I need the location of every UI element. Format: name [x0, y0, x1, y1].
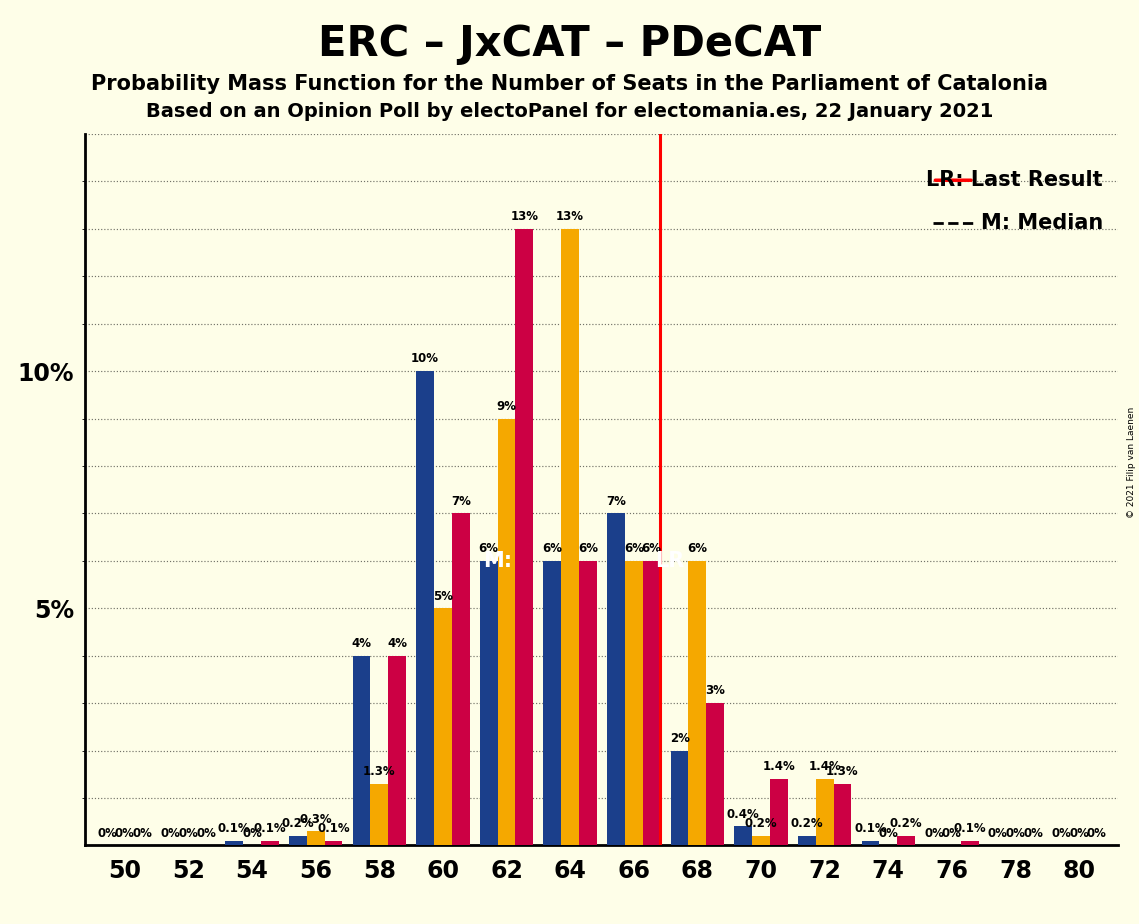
- Text: 0%: 0%: [924, 827, 944, 840]
- Text: M: Median: M: Median: [981, 213, 1103, 233]
- Text: 0%: 0%: [878, 827, 899, 840]
- Text: 6%: 6%: [641, 542, 662, 555]
- Text: 0%: 0%: [179, 827, 198, 840]
- Text: LR: LR: [655, 551, 685, 571]
- Bar: [226, 841, 244, 845]
- Text: 0%: 0%: [1006, 827, 1025, 840]
- Bar: [625, 561, 642, 845]
- Text: 0%: 0%: [1070, 827, 1089, 840]
- Text: 13%: 13%: [510, 210, 539, 224]
- Text: 13%: 13%: [556, 210, 584, 224]
- Text: 0.2%: 0.2%: [745, 818, 777, 831]
- Text: 1.4%: 1.4%: [762, 760, 795, 773]
- Bar: [261, 841, 279, 845]
- Bar: [688, 561, 706, 845]
- Bar: [579, 561, 597, 845]
- Text: 0.2%: 0.2%: [890, 818, 923, 831]
- Text: 0%: 0%: [243, 827, 262, 840]
- Bar: [452, 514, 469, 845]
- Text: 0.2%: 0.2%: [790, 818, 823, 831]
- Bar: [480, 561, 498, 845]
- Bar: [735, 826, 752, 845]
- Text: 0%: 0%: [1051, 827, 1071, 840]
- Text: Based on an Opinion Poll by electoPanel for electomania.es, 22 January 2021: Based on an Opinion Poll by electoPanel …: [146, 102, 993, 121]
- Text: 0%: 0%: [161, 827, 181, 840]
- Text: © 2021 Filip van Laenen: © 2021 Filip van Laenen: [1126, 407, 1136, 517]
- Bar: [607, 514, 625, 845]
- Text: LR: Last Result: LR: Last Result: [926, 170, 1103, 190]
- Bar: [960, 841, 978, 845]
- Bar: [325, 841, 343, 845]
- Text: 3%: 3%: [705, 685, 726, 698]
- Bar: [434, 608, 452, 845]
- Bar: [798, 836, 816, 845]
- Text: 0.1%: 0.1%: [218, 822, 251, 835]
- Text: 0.4%: 0.4%: [727, 808, 760, 821]
- Text: 0.1%: 0.1%: [317, 822, 350, 835]
- Text: 0.2%: 0.2%: [281, 818, 314, 831]
- Bar: [770, 779, 788, 845]
- Bar: [388, 656, 405, 845]
- Text: 9%: 9%: [497, 400, 517, 413]
- Text: 10%: 10%: [411, 352, 440, 366]
- Text: M:: M:: [483, 551, 513, 571]
- Text: 6%: 6%: [478, 542, 499, 555]
- Bar: [898, 836, 915, 845]
- Text: 0%: 0%: [115, 827, 134, 840]
- Text: 0%: 0%: [133, 827, 153, 840]
- Bar: [752, 836, 770, 845]
- Bar: [353, 656, 370, 845]
- Bar: [516, 229, 533, 845]
- Text: 0.1%: 0.1%: [854, 822, 887, 835]
- Text: 6%: 6%: [577, 542, 598, 555]
- Text: 0%: 0%: [1023, 827, 1043, 840]
- Bar: [543, 561, 562, 845]
- Bar: [306, 832, 325, 845]
- Text: 0%: 0%: [988, 827, 1008, 840]
- Bar: [289, 836, 306, 845]
- Bar: [416, 371, 434, 845]
- Text: 4%: 4%: [387, 637, 407, 650]
- Text: 6%: 6%: [542, 542, 563, 555]
- Text: 0%: 0%: [1087, 827, 1107, 840]
- Bar: [498, 419, 516, 845]
- Text: 0.3%: 0.3%: [300, 812, 331, 825]
- Text: 5%: 5%: [433, 590, 453, 602]
- Bar: [706, 703, 724, 845]
- Bar: [562, 229, 579, 845]
- Text: 7%: 7%: [606, 494, 626, 508]
- Text: 0.1%: 0.1%: [254, 822, 286, 835]
- Text: 7%: 7%: [451, 494, 470, 508]
- Bar: [370, 784, 388, 845]
- Bar: [861, 841, 879, 845]
- Text: 1.3%: 1.3%: [826, 765, 859, 778]
- Text: 2%: 2%: [670, 732, 689, 745]
- Text: Probability Mass Function for the Number of Seats in the Parliament of Catalonia: Probability Mass Function for the Number…: [91, 74, 1048, 94]
- Text: 6%: 6%: [687, 542, 707, 555]
- Text: 0.1%: 0.1%: [953, 822, 986, 835]
- Bar: [834, 784, 851, 845]
- Bar: [642, 561, 661, 845]
- Text: 1.3%: 1.3%: [363, 765, 395, 778]
- Text: 0%: 0%: [97, 827, 117, 840]
- Bar: [816, 779, 834, 845]
- Text: 0%: 0%: [942, 827, 961, 840]
- Text: ERC – JxCAT – PDeCAT: ERC – JxCAT – PDeCAT: [318, 23, 821, 65]
- Text: 6%: 6%: [624, 542, 644, 555]
- Text: 0%: 0%: [196, 827, 216, 840]
- Bar: [671, 750, 688, 845]
- Text: 4%: 4%: [352, 637, 371, 650]
- Text: 1.4%: 1.4%: [809, 760, 841, 773]
